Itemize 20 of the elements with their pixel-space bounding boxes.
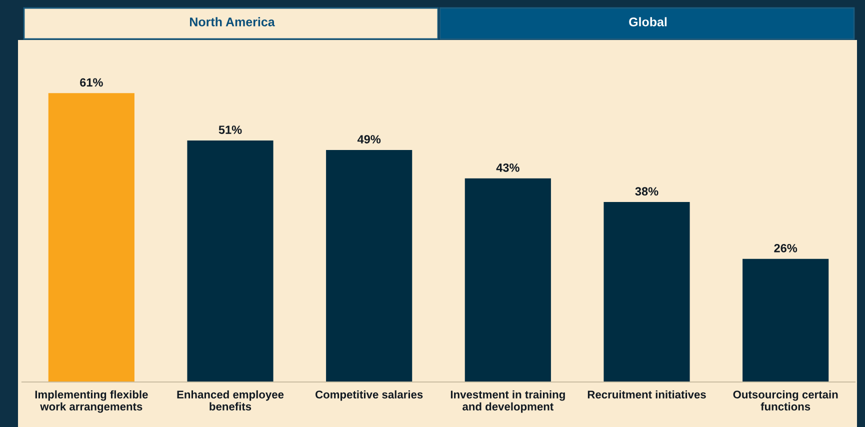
data-label: 51% — [218, 126, 242, 134]
x-tick-label: Implementing flexible work arrangements — [35, 390, 148, 413]
bar — [187, 140, 274, 382]
data-label: 43% — [496, 163, 520, 172]
text: North America — [190, 17, 275, 26]
bar — [326, 150, 412, 382]
data-label: 61% — [80, 78, 103, 87]
bar — [464, 178, 551, 382]
x-tick-label: Outsourcing certain functions — [733, 390, 838, 411]
data-label: 49% — [357, 135, 381, 144]
x-tick-label: Recruitment initiatives — [588, 390, 706, 398]
bar — [604, 202, 690, 382]
x-tick-label: Competitive salaries — [316, 390, 423, 401]
text: Global — [629, 17, 667, 26]
data-label: 38% — [635, 187, 658, 196]
bar — [48, 93, 134, 382]
bar — [742, 258, 829, 382]
x-tick-label: Enhanced employee benefits — [177, 390, 284, 410]
x-tick-label: Investment in training and development — [450, 390, 565, 413]
data-label: 26% — [774, 244, 798, 252]
